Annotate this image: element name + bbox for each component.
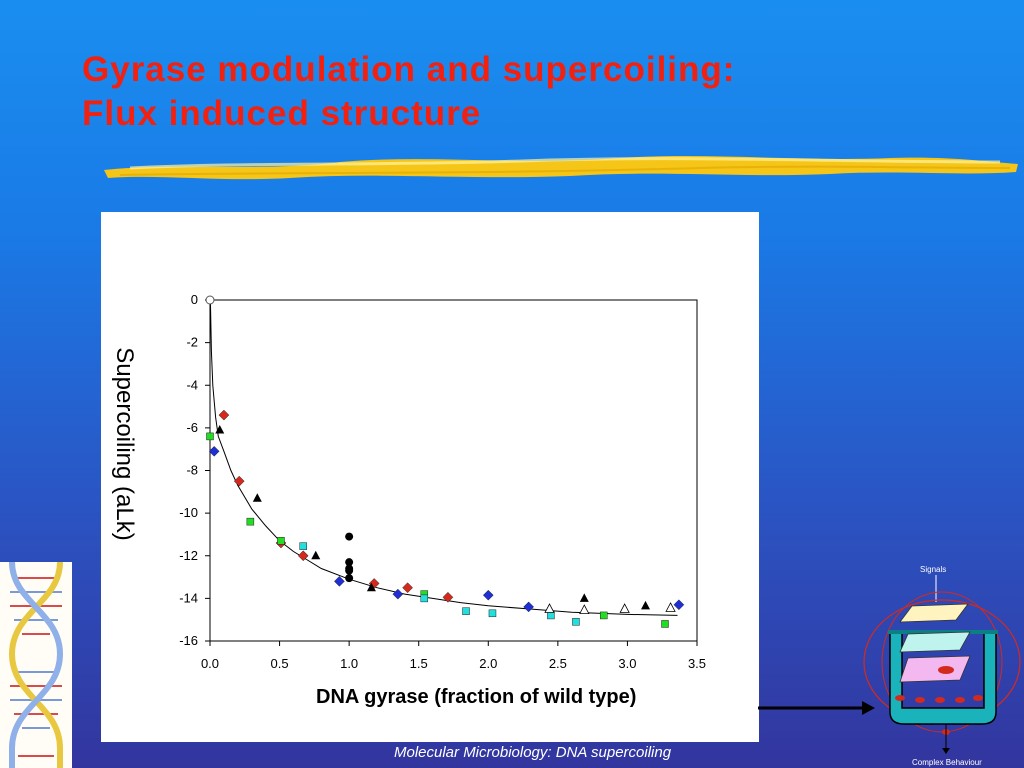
chart-panel [101, 212, 759, 742]
cell-signalling-diagram: Signals Complex Behaviour [863, 565, 1021, 767]
dna-helix-illustration [0, 562, 72, 768]
brush-stroke-divider [104, 156, 1018, 180]
slide-title: Gyrase modulation and supercoiling: Flux… [82, 48, 735, 136]
arrow-to-cell-icon [758, 701, 875, 715]
complex-behaviour-label: Complex Behaviour [912, 758, 982, 767]
signals-label: Signals [920, 565, 946, 574]
title-line-1: Gyrase modulation and supercoiling: [82, 50, 736, 89]
y-axis-label: Supercoiling (aLk) [111, 347, 138, 541]
footer-caption: Molecular Microbiology: DNA supercoiling [394, 744, 672, 761]
x-axis-label: DNA gyrase (fraction of wild type) [316, 686, 637, 708]
title-line-2: Flux induced structure [82, 94, 482, 133]
